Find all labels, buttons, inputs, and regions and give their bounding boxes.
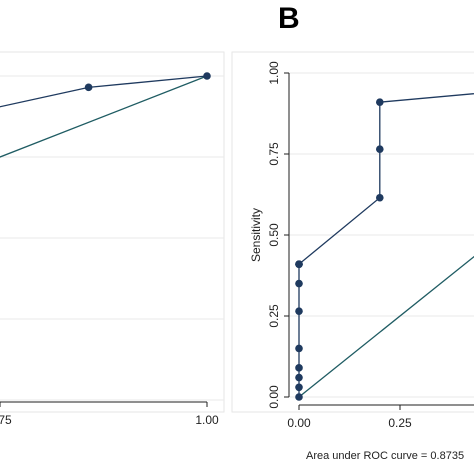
roc-curve-line — [0, 75, 208, 108]
panel-b-series — [295, 93, 474, 401]
x-tick-label-1: 0.25 — [388, 416, 412, 430]
panel-b-y-ticks: 0.00 0.25 0.50 0.75 1.00 — [267, 61, 289, 409]
panel-b-x-ticks: 0.00 0.25 — [287, 405, 412, 430]
roc-point-3 — [295, 364, 303, 372]
y-tick-label-4: 1.00 — [267, 61, 281, 85]
panel-b-frame — [231, 51, 474, 413]
y-tick-label-2: 0.50 — [267, 223, 281, 247]
roc-point-1 — [295, 383, 303, 392]
panel-b-letter: B — [278, 2, 300, 35]
roc-point-5 — [295, 307, 303, 315]
reference-diagonal-line — [298, 255, 474, 398]
panel-a-x-ticks: 0.75 1.00 — [0, 402, 219, 427]
roc-point-0 — [295, 393, 303, 401]
x-tick-label-0: 0.75 — [0, 413, 12, 427]
roc-point-9 — [295, 260, 303, 268]
roc-point-3 — [203, 72, 211, 80]
roc-point-4 — [295, 344, 303, 353]
reference-diagonal-line — [0, 75, 208, 158]
y-tick-label-1: 0.25 — [267, 304, 281, 328]
panel-a-grid — [0, 75, 224, 401]
roc-point-2 — [295, 373, 303, 382]
roc-point-10 — [376, 193, 384, 202]
panel-b-y-axis-title: Sensitivity — [249, 208, 263, 262]
panel-b-grid — [289, 72, 474, 398]
roc-panel-b: B 0.00 0.25 0.50 0.75 1.00 0.00 0.25 Sensitiv… — [231, 2, 474, 462]
roc-panel-a: 0.75 1.00 — [0, 51, 225, 427]
roc-point-2 — [84, 83, 93, 92]
y-tick-label-0: 0.00 — [267, 385, 281, 409]
y-tick-label-3: 0.75 — [267, 142, 281, 166]
x-tick-label-1: 1.00 — [195, 413, 219, 427]
panel-a-frame — [0, 51, 225, 413]
panel-a-series — [0, 72, 211, 158]
roc-point-11 — [376, 145, 384, 153]
panel-b-auc-annotation: Area under ROC curve = 0.8735 — [306, 450, 464, 462]
roc-point-6 — [295, 279, 303, 288]
x-tick-label-0: 0.00 — [287, 416, 311, 430]
roc-point-12 — [376, 98, 384, 106]
